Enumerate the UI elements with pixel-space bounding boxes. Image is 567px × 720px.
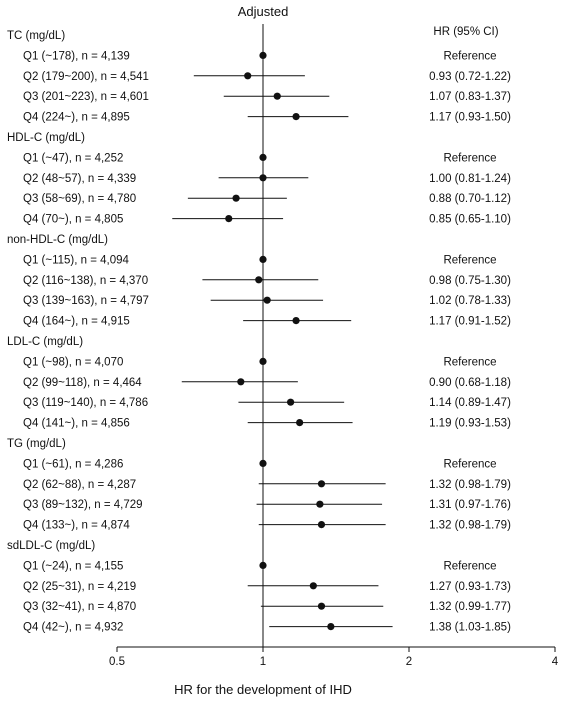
hr-value-text: 0.88 (0.70-1.12) (429, 193, 511, 205)
row-label: Q3 (58~69), n = 4,780 (23, 193, 136, 205)
hr-point (273, 92, 281, 100)
hr-point (292, 317, 300, 325)
hr-point (232, 194, 240, 202)
hr-value-text: 1.38 (1.03-1.85) (429, 622, 511, 634)
group-header: non-HDL-C (mg/dL) (7, 234, 108, 246)
hr-value-text: 0.93 (0.72-1.22) (429, 71, 511, 83)
hr-value-text: 1.07 (0.83-1.37) (429, 91, 511, 103)
x-axis-label: HR for the development of IHD (174, 682, 352, 697)
row-label: Q4 (42~), n = 4,932 (23, 622, 123, 634)
group-header: TC (mg/dL) (7, 30, 65, 42)
row-label: Q2 (116~138), n = 4,370 (23, 275, 148, 287)
row-label: Q1 (~61), n = 4,286 (23, 458, 123, 470)
x-tick-label: 4 (552, 656, 559, 668)
row-label: Q3 (139~163), n = 4,797 (23, 295, 149, 307)
hr-point (296, 419, 304, 427)
hr-value-text: 0.90 (0.68-1.18) (429, 377, 511, 389)
x-axis: 0.5 1 2 4 (109, 24, 559, 668)
hr-value-text: 1.32 (0.99-1.77) (429, 601, 511, 613)
plot-rows: TC (mg/dL) Q1 (~178), n = 4,139 Reference Q… (7, 30, 511, 634)
hr-point (292, 113, 300, 121)
hr-point (327, 623, 335, 631)
x-tick-label: 0.5 (109, 656, 125, 668)
hr-point (309, 582, 317, 590)
hr-value-text: 1.17 (0.91-1.52) (429, 316, 511, 328)
hr-value-text: 1.32 (0.98-1.79) (429, 520, 511, 532)
row-label: Q4 (141~), n = 4,856 (23, 418, 130, 430)
hr-value-text: 1.14 (0.89-1.47) (429, 397, 511, 409)
row-label: Q2 (62~88), n = 4,287 (23, 479, 136, 491)
row-label: Q4 (164~), n = 4,915 (23, 316, 130, 328)
row-label: Q2 (25~31), n = 4,219 (23, 581, 136, 593)
x-tick-label: 2 (406, 656, 412, 668)
hr-value-text: 0.85 (0.65-1.10) (429, 214, 511, 226)
hr-point (317, 602, 326, 610)
hr-point (255, 276, 263, 284)
group-header: TG (mg/dL) (7, 438, 66, 450)
row-label: Q2 (99~118), n = 4,464 (23, 377, 142, 389)
row-label: Q4 (70~), n = 4,805 (23, 214, 123, 226)
hr-value-text: 0.98 (0.75-1.30) (429, 275, 511, 287)
row-label: Q2 (179~200), n = 4,541 (23, 71, 149, 83)
row-label: Q2 (48~57), n = 4,339 (23, 173, 136, 185)
row-label: Q3 (201~223), n = 4,601 (23, 91, 149, 103)
row-label: Q3 (89~132), n = 4,729 (23, 499, 143, 511)
hr-value-text: Reference (443, 50, 496, 62)
hr-value-text: 1.19 (0.93-1.53) (429, 418, 511, 430)
hr-value-text: Reference (443, 356, 496, 368)
hr-value-text: Reference (443, 152, 496, 164)
hr-value-text: Reference (443, 254, 496, 266)
hr-value-text: 1.31 (0.97-1.76) (429, 499, 511, 511)
hr-value-text: 1.00 (0.81-1.24) (429, 173, 511, 185)
chart-title: Adjusted (238, 4, 289, 19)
row-label: Q3 (32~41), n = 4,870 (23, 601, 136, 613)
row-label: Q4 (224~), n = 4,895 (23, 112, 130, 124)
hr-value-text: Reference (443, 458, 496, 470)
hr-column-header: HR (95% CI) (433, 26, 498, 38)
group-header: LDL-C (mg/dL) (7, 336, 83, 348)
hr-point (237, 378, 245, 386)
group-header: HDL-C (mg/dL) (7, 132, 85, 144)
hr-point (286, 398, 295, 406)
hr-value-text: 1.17 (0.93-1.50) (429, 112, 511, 124)
hr-value-text: 1.02 (0.78-1.33) (429, 295, 511, 307)
row-label: Q1 (~24), n = 4,155 (23, 560, 123, 572)
hr-point (244, 72, 252, 80)
group-header: sdLDL-C (mg/dL) (7, 540, 95, 552)
hr-point (316, 500, 324, 508)
row-label: Q1 (~98), n = 4,070 (23, 356, 123, 368)
hr-point (225, 215, 233, 223)
row-label: Q4 (133~), n = 4,874 (23, 520, 130, 532)
x-tick-label: 1 (260, 656, 266, 668)
row-label: Q1 (~47), n = 4,252 (23, 152, 123, 164)
hr-value-text: 1.32 (0.98-1.79) (429, 479, 511, 491)
hr-point (263, 296, 271, 304)
row-label: Q1 (~178), n = 4,139 (23, 50, 130, 62)
row-label: Q1 (~115), n = 4,094 (23, 254, 130, 266)
hr-point (317, 521, 326, 529)
row-label: Q3 (119~140), n = 4,786 (23, 397, 148, 409)
hr-value-text: Reference (443, 560, 496, 572)
hr-value-text: 1.27 (0.93-1.73) (429, 581, 511, 593)
hr-point (317, 480, 326, 488)
